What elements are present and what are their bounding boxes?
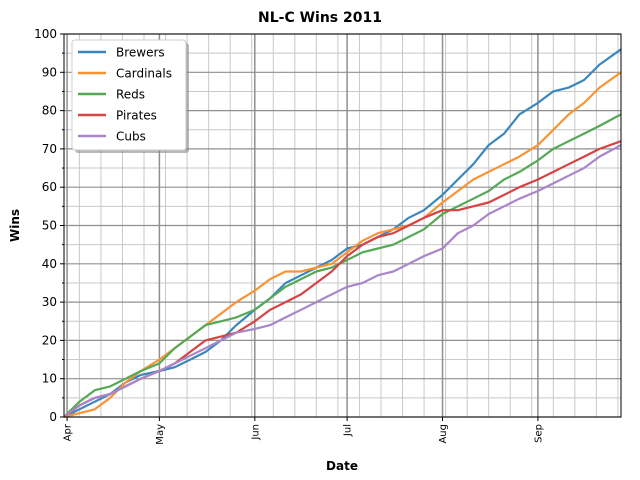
legend-label-reds: Reds bbox=[116, 88, 145, 102]
x-axis-ticks: Apr May Jun Jul Aug Sep bbox=[63, 417, 544, 445]
y-tick-label: 20 bbox=[42, 333, 57, 347]
legend-label-brewers: Brewers bbox=[116, 46, 165, 60]
x-tick-label: Jun bbox=[250, 424, 261, 441]
y-tick-label: 60 bbox=[42, 180, 57, 194]
x-axis-label: Date bbox=[326, 459, 358, 473]
legend-label-cardinals: Cardinals bbox=[116, 67, 172, 81]
x-tick-label: Sep bbox=[533, 424, 544, 443]
x-tick-label: May bbox=[155, 424, 166, 445]
y-tick-label: 80 bbox=[42, 104, 57, 118]
x-tick-label: Aug bbox=[438, 424, 449, 444]
x-tick-label: Apr bbox=[63, 423, 74, 441]
legend-box bbox=[71, 39, 187, 151]
series-line-cardinals bbox=[63, 71, 622, 419]
y-tick-label: 90 bbox=[42, 65, 57, 79]
y-tick-label: 70 bbox=[42, 142, 57, 156]
legend: Brewers Cardinals Reds Pirates Cubs bbox=[71, 39, 189, 153]
series-lines bbox=[63, 48, 622, 419]
x-tick-label: Jul bbox=[343, 424, 354, 437]
legend-label-pirates: Pirates bbox=[116, 109, 157, 123]
y-tick-label: 50 bbox=[42, 219, 57, 233]
y-tick-label: 0 bbox=[49, 410, 57, 424]
y-tick-label: 30 bbox=[42, 295, 57, 309]
y-tick-label: 40 bbox=[42, 257, 57, 271]
y-axis-ticks: 0 10 20 30 40 50 60 70 80 90 100 bbox=[34, 27, 64, 424]
chart-title: NL-C Wins 2011 bbox=[258, 10, 382, 26]
y-axis-label: Wins bbox=[8, 209, 22, 242]
y-tick-label: 100 bbox=[34, 27, 57, 41]
y-tick-label: 10 bbox=[42, 372, 57, 386]
legend-label-cubs: Cubs bbox=[116, 130, 146, 144]
series-line-cubs bbox=[63, 144, 622, 418]
